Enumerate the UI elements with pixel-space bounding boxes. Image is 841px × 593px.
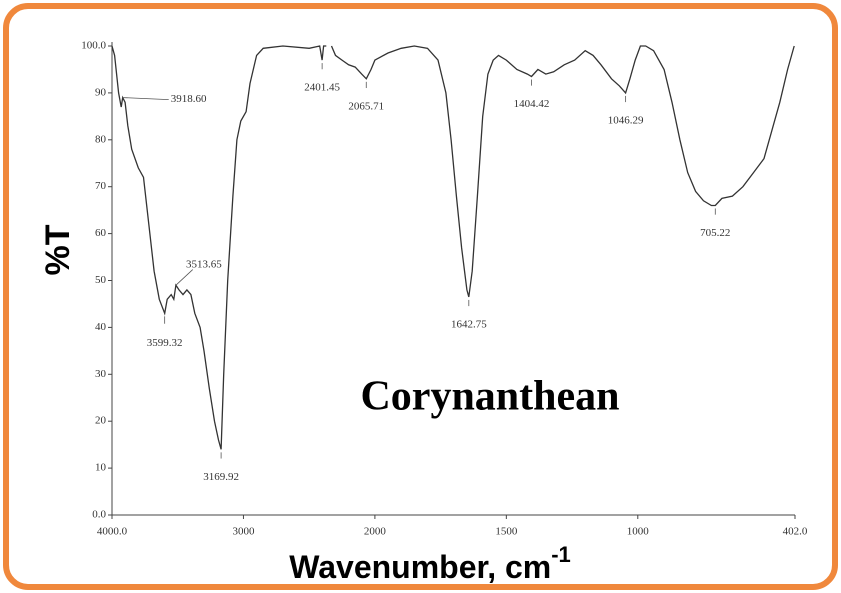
x-tick-label: 3000 [232, 526, 255, 538]
spectrum-line [111, 45, 795, 450]
y-tick-label: 90 [95, 86, 107, 98]
x-tick-label: 402.0 [783, 526, 808, 538]
peak-label: 1642.75 [451, 318, 487, 330]
peak-label: 705.22 [700, 227, 730, 239]
x-tick-label: 1000 [627, 526, 650, 538]
y-tick-label: 30 [95, 368, 107, 380]
x-axis-label-sup: -1 [551, 542, 571, 567]
y-tick-label: 80 [95, 133, 107, 145]
peak-label: 2065.71 [348, 100, 384, 112]
y-tick-label: 70 [95, 180, 107, 192]
annotation-leader [175, 269, 194, 286]
y-tick-label: 50 [95, 274, 107, 286]
x-axis-label: Wavenumber, cm-1 [289, 542, 571, 586]
peak-label: 3513.65 [186, 259, 222, 271]
x-tick-label: 2000 [364, 526, 387, 538]
peak-label: 3599.32 [147, 337, 183, 349]
peak-label: 3169.92 [203, 471, 239, 483]
y-tick-label: 100.0 [81, 40, 106, 52]
peak-label: 1046.29 [608, 114, 644, 126]
y-tick-label: 60 [95, 227, 107, 239]
peak-label: 3918.60 [171, 93, 207, 105]
peak-label: 1404.42 [514, 98, 550, 110]
x-tick-label: 4000.0 [97, 526, 128, 538]
y-tick-label: 20 [95, 415, 107, 427]
peak-label: 2401.45 [304, 82, 340, 94]
y-tick-label: 40 [95, 321, 107, 333]
y-tick-label: 10 [95, 462, 107, 474]
annotation-leader [122, 97, 169, 100]
chart-title: Corynanthean [360, 374, 619, 420]
frame [3, 3, 838, 590]
y-axis-label: %T [39, 224, 77, 275]
x-axis-label-main: Wavenumber, cm [289, 549, 551, 585]
x-tick-label: 1500 [495, 526, 518, 538]
y-tick-label: 0.0 [92, 509, 106, 521]
